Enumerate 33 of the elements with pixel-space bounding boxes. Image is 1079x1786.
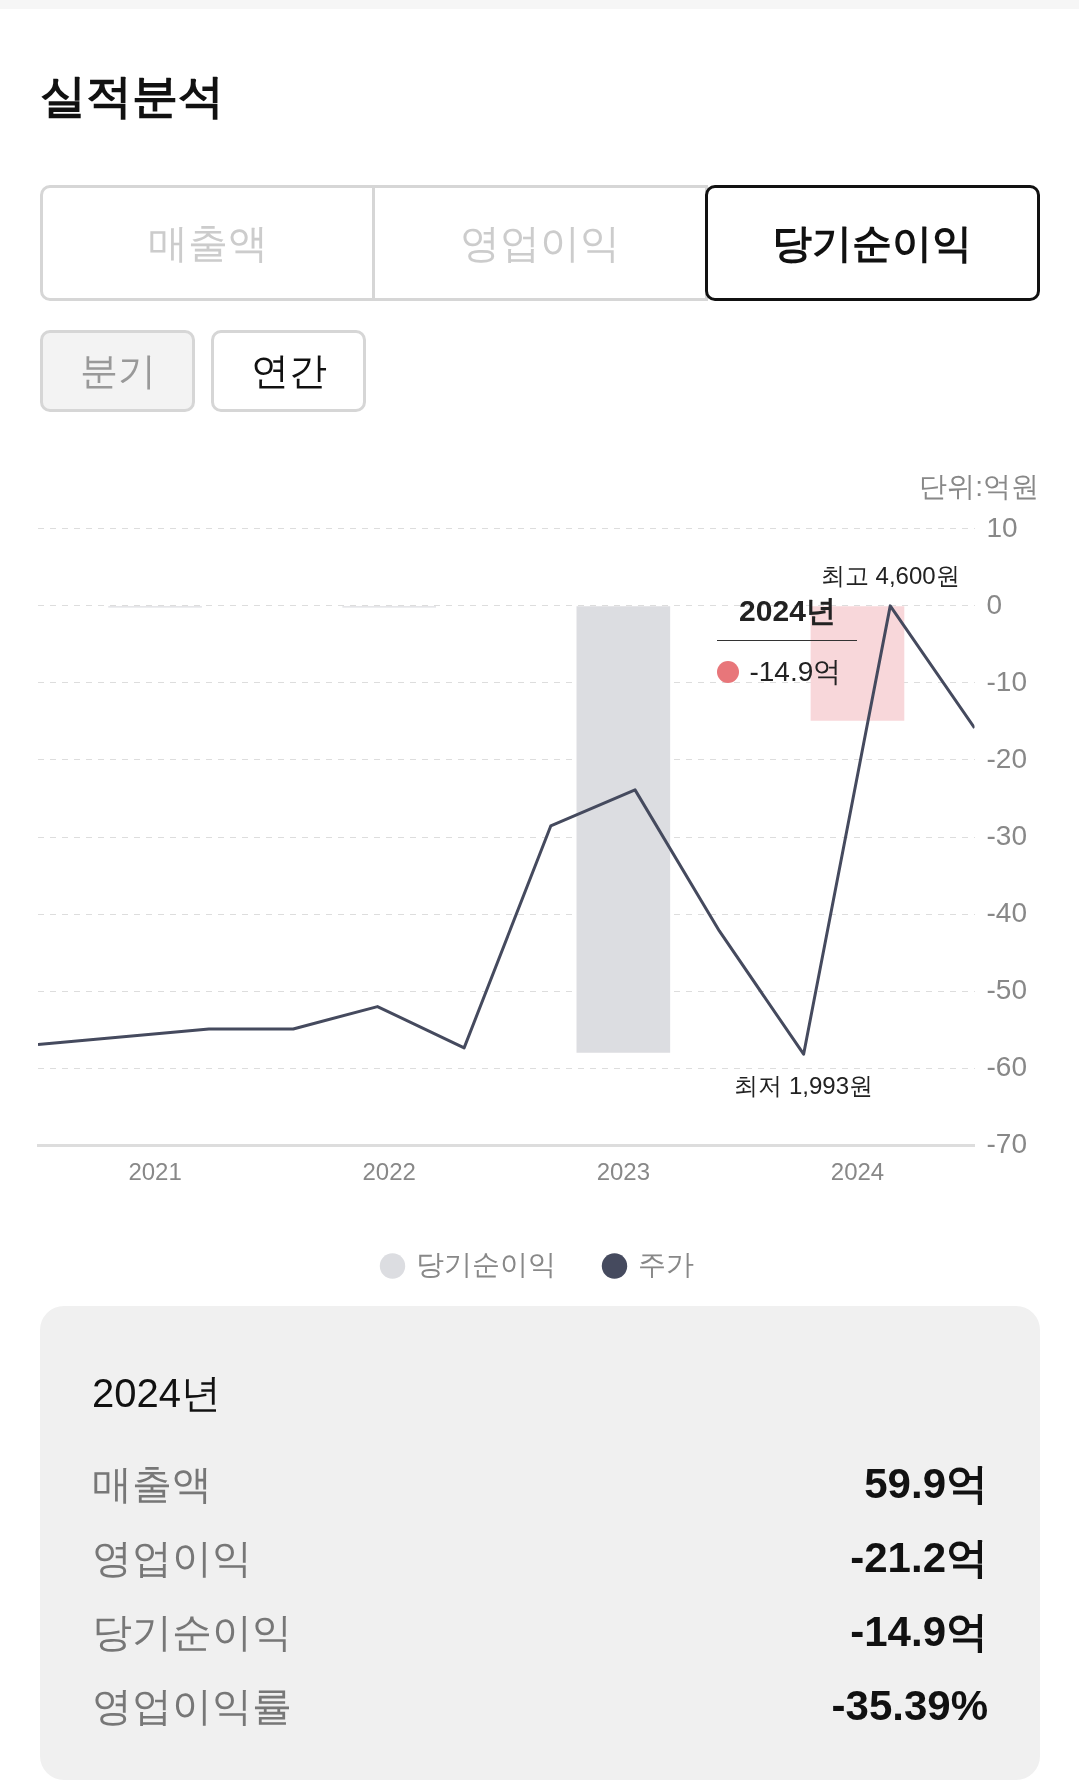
text: -35.39% (831, 1682, 988, 1729)
y-tick-label: 0 (986, 588, 1003, 620)
text: -14.9억 (850, 1608, 988, 1655)
data-label: 최고 4,600원 (820, 561, 960, 589)
y-tick-label: 10 (986, 511, 1018, 543)
y-tick-label: -70 (986, 1127, 1027, 1159)
category-label: 매출액 (92, 1460, 212, 1508)
text: -21.2억 (850, 1534, 988, 1581)
y-tick-label: -10 (986, 665, 1027, 697)
y-tick-label: -60 (986, 1050, 1027, 1082)
legend-label: 주가 (637, 1248, 694, 1280)
y-tick-label: -50 (986, 973, 1027, 1005)
text: 분기 (40, 330, 195, 412)
y-tick-label: -30 (986, 819, 1027, 851)
chart-title: 실적분석 (40, 69, 224, 124)
category-label: 당기순이익 (92, 1608, 292, 1656)
annotation: 2024년 (717, 590, 858, 641)
text: 단위:억원 (919, 470, 1039, 504)
category-label: 영업이익률 (92, 1682, 292, 1730)
data-label: 최저 1,993원 (734, 1072, 873, 1100)
x-tick-label: 2021 (128, 1158, 182, 1186)
text: 59.9억 (864, 1460, 988, 1507)
x-tick-label: 2023 (596, 1158, 651, 1186)
text: 연간 (211, 330, 366, 412)
category-label: 영업이익 (92, 1534, 252, 1582)
y-tick-label: -20 (986, 742, 1027, 774)
y-tick-label: -40 (986, 896, 1027, 928)
text: 2024년 (92, 1370, 222, 1417)
x-tick-label: 2024 (830, 1158, 885, 1186)
x-tick-label: 2022 (362, 1158, 416, 1186)
legend-label: 당기순이익 (415, 1248, 556, 1280)
text: 당기순이익 (704, 185, 1040, 301)
annotation: -14.9억 (749, 654, 842, 689)
